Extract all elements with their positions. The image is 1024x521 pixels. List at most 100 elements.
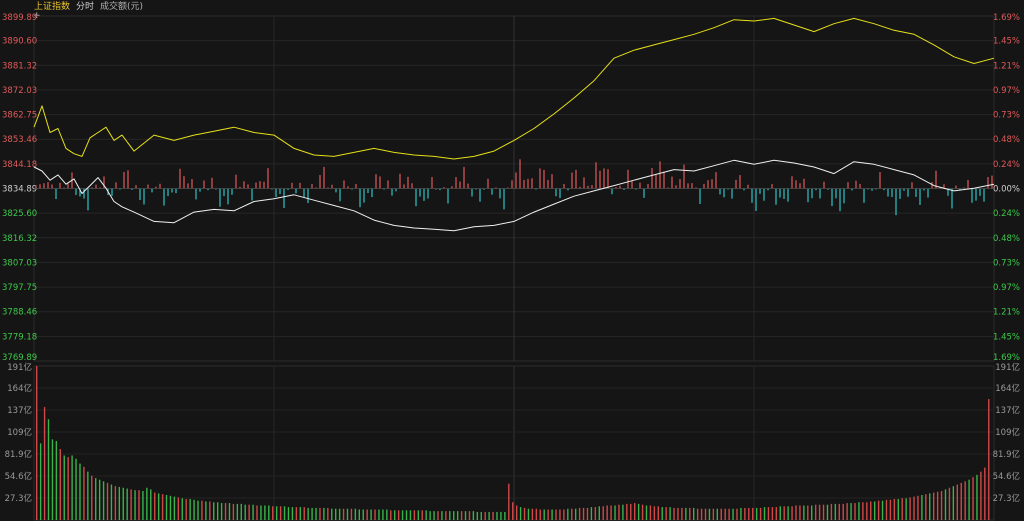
- outflow-bar: [383, 188, 385, 190]
- outflow-bar: [887, 188, 889, 197]
- turnover-bar: [633, 503, 636, 520]
- price-axis: 3899.89 3890.60 3881.32 3872.03 3862.75 3853.…: [2, 13, 37, 363]
- outflow-bar: [835, 188, 837, 199]
- turnover-bar: [740, 507, 742, 520]
- inflow-bar: [687, 183, 689, 189]
- turnover-bar: [114, 486, 117, 520]
- turnover-bar: [783, 506, 785, 520]
- inflow-bar: [991, 175, 993, 189]
- turnover-bar: [319, 507, 321, 520]
- turnover-bar: [803, 505, 805, 520]
- outflow-bar: [743, 188, 745, 191]
- turnover-bar: [189, 499, 191, 520]
- outflow-bar: [491, 188, 493, 195]
- turnover-bar: [98, 479, 101, 520]
- turnover-bar: [574, 508, 577, 520]
- inflow-bar: [323, 166, 325, 189]
- turnover-bar: [838, 503, 840, 520]
- turnover-tick-label-right: 137亿: [995, 405, 1020, 416]
- inflow-bar: [263, 181, 265, 189]
- outflow-bar: [447, 188, 449, 204]
- outflow-bar: [783, 188, 785, 199]
- outflow-bar: [871, 188, 873, 191]
- turnover-bar: [350, 508, 353, 520]
- index-name[interactable]: 上证指数: [34, 2, 71, 12]
- turnover-bar: [366, 509, 368, 520]
- turnover-bar: [374, 509, 376, 520]
- turnover-bar: [256, 505, 258, 520]
- turnover-bar: [901, 498, 903, 520]
- turnover-tick-label: 54.6亿: [5, 471, 32, 482]
- turnover-bar: [291, 507, 294, 520]
- outflow-bar: [947, 188, 949, 196]
- turnover-bar: [504, 511, 506, 520]
- turnover-tick-label: 27.3亿: [5, 493, 32, 504]
- inflow-bar: [631, 180, 633, 189]
- inflow-bar: [571, 172, 573, 189]
- price-tick-label: 3816.32: [2, 234, 37, 244]
- turnover-bar: [960, 482, 962, 520]
- outflow-bar: [751, 188, 753, 203]
- turnover-bar: [118, 486, 121, 520]
- turnover-bar: [716, 508, 719, 520]
- turnover-bar: [535, 508, 538, 520]
- outflow-bar: [951, 188, 953, 209]
- inflow-bar: [627, 169, 629, 189]
- timeshare-mode-label[interactable]: 分时: [76, 2, 95, 12]
- inflow-bar: [455, 177, 457, 189]
- turnover-bar: [51, 439, 54, 520]
- turnover-bar: [799, 505, 801, 520]
- inflow-bar: [619, 185, 621, 189]
- turnover-bar: [500, 511, 502, 520]
- inflow-bar: [255, 182, 257, 189]
- turnover-bar: [567, 508, 569, 520]
- turnover-tick-label-right: 109亿: [995, 427, 1020, 438]
- turnover-bar: [429, 511, 431, 520]
- percent-tick-label: 1.21%: [993, 308, 1020, 318]
- turnover-bar: [527, 508, 530, 520]
- inflow-bar: [115, 182, 117, 189]
- turnover-bar: [445, 511, 447, 520]
- turnover-bar: [512, 502, 514, 520]
- inflow-bar: [771, 184, 773, 189]
- inflow-bar: [799, 183, 801, 189]
- inflow-bar: [511, 180, 513, 189]
- outflow-bar: [395, 188, 397, 192]
- turnover-bar: [55, 440, 58, 520]
- inflow-bar: [315, 187, 317, 189]
- turnover-bar: [338, 508, 341, 520]
- turnover-bar: [724, 508, 726, 520]
- inflow-bar: [691, 183, 693, 189]
- turnover-bar: [791, 506, 793, 520]
- inflow-bar: [159, 183, 161, 189]
- turnover-bar: [236, 503, 239, 520]
- inflow-bar: [331, 184, 333, 189]
- inflow-bar: [51, 184, 53, 189]
- inflow-bar: [655, 174, 657, 189]
- turnover-bar: [881, 500, 884, 520]
- turnover-tick-label-right: 81.9亿: [993, 449, 1020, 460]
- turnover-bar: [161, 494, 164, 520]
- outflow-bar: [971, 188, 973, 203]
- turnover-bar: [571, 508, 573, 520]
- turnover-bar: [460, 511, 463, 520]
- outflow-bar: [199, 188, 201, 192]
- turnover-bar: [209, 501, 211, 520]
- turnover-bar: [362, 509, 364, 520]
- inflow-bar: [103, 176, 105, 189]
- turnover-bar: [980, 471, 982, 520]
- outflow-bar: [367, 188, 369, 194]
- turnover-bar: [43, 407, 46, 520]
- turnover-bar: [157, 493, 160, 520]
- turnover-bar: [134, 490, 136, 520]
- turnover-bar: [331, 508, 333, 520]
- outflow-bar: [843, 188, 845, 204]
- turnover-bar: [637, 503, 640, 520]
- outflow-bar: [567, 188, 569, 191]
- outflow-bar: [219, 188, 221, 207]
- outflow-bar: [75, 188, 77, 196]
- turnover-bar: [850, 503, 852, 520]
- turnover-bar: [630, 503, 632, 520]
- price-tick-label: 3853.46: [2, 135, 37, 145]
